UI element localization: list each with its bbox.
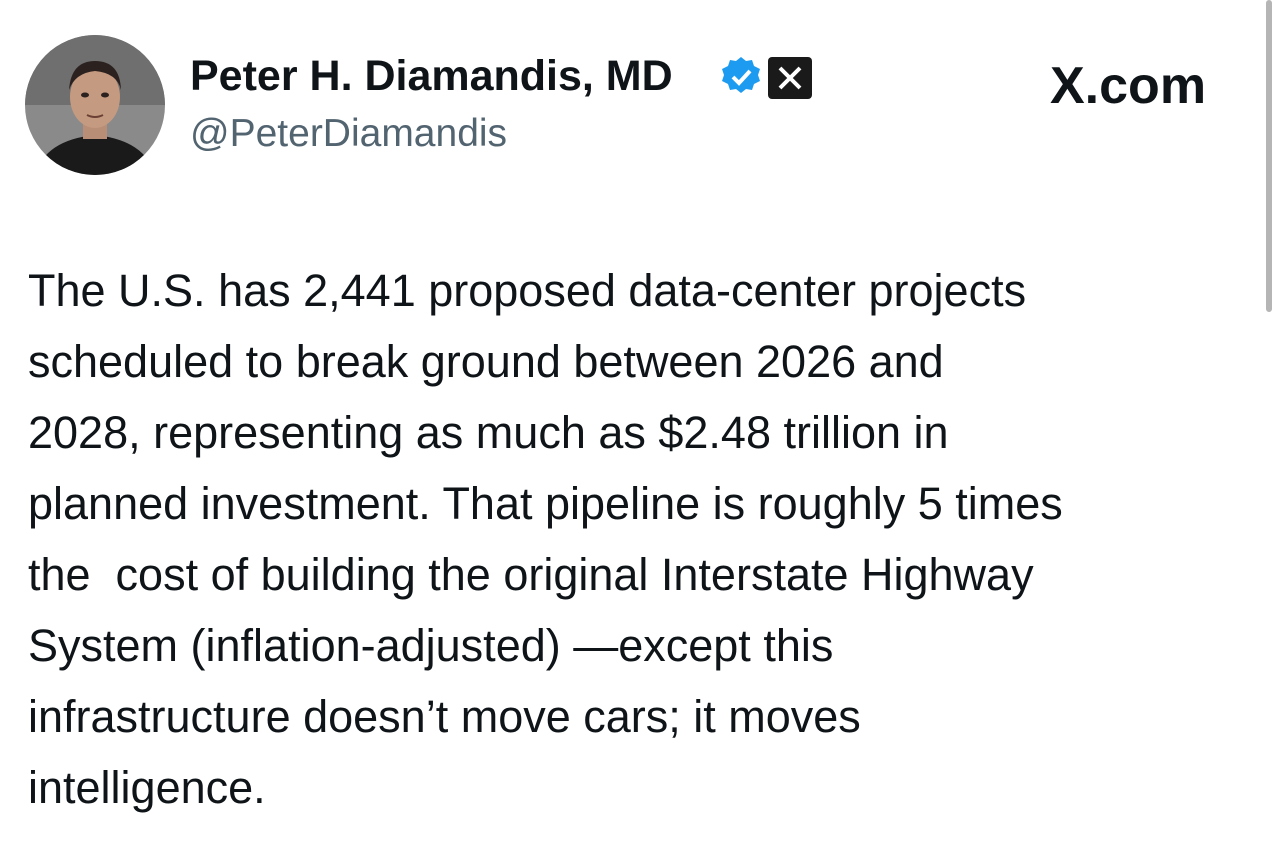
tweet-text: The U.S. has 2,441 proposed data-center … — [28, 255, 1263, 823]
avatar[interactable] — [25, 35, 165, 175]
affiliation-icon — [778, 66, 802, 90]
author-handle[interactable]: @PeterDiamandis — [190, 112, 508, 155]
tweet-line: intelligence. — [28, 762, 266, 813]
site-label: X.com — [1050, 57, 1207, 115]
tweet-line: planned investment. That pipeline is rou… — [28, 478, 1063, 529]
tweet-line: scheduled to break ground between 2026 a… — [28, 336, 944, 387]
scrollbar[interactable] — [1266, 0, 1272, 312]
badges — [722, 57, 812, 99]
tweet-line: 2028, representing as much as $2.48 tril… — [28, 407, 949, 458]
author-name[interactable]: Peter H. Diamandis, MD — [190, 52, 673, 100]
tweet-line: System (inflation-adjusted) —except this — [28, 620, 834, 671]
verified-check — [731, 69, 752, 86]
tweet-line: The U.S. has 2,441 proposed data-center … — [28, 265, 1027, 316]
tweet-line: the cost of building the original Inters… — [28, 549, 1034, 600]
tweet-line: infrastructure doesn’t move cars; it mov… — [28, 691, 861, 742]
verified-badge — [722, 57, 760, 93]
